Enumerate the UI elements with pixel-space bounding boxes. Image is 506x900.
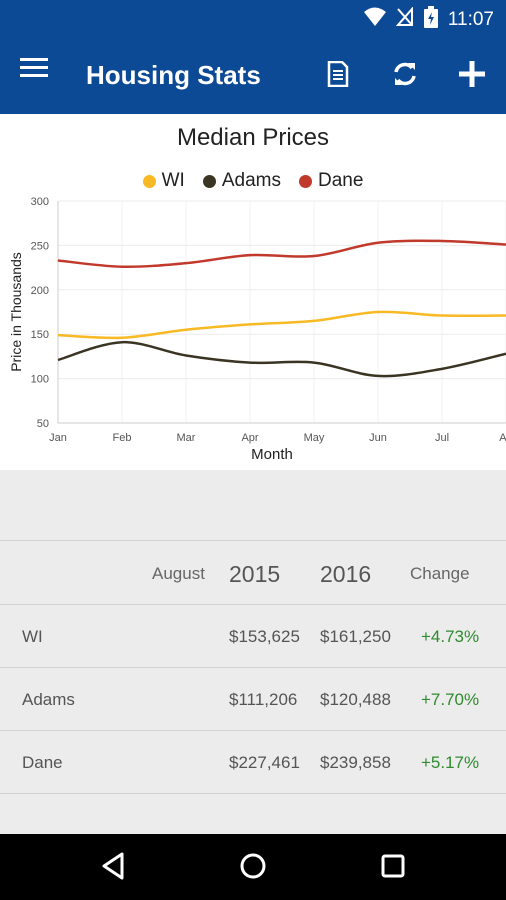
x-tick-label: May: [304, 432, 325, 444]
recents-button[interactable]: [373, 848, 413, 888]
legend-label-adams: Adams: [221, 170, 281, 191]
legend-label-wi: WI: [161, 170, 185, 191]
status-bar: 11:07: [0, 0, 506, 36]
y-tick-label: 50: [37, 418, 49, 430]
header-year-2015: 2015: [229, 561, 281, 587]
chart-legend: WI Adams Dane: [0, 170, 506, 192]
y-axis-label: Price in Thousands: [8, 252, 24, 372]
row-value-2015: $111,206: [229, 690, 298, 709]
legend-label-dane: Dane: [317, 170, 364, 191]
x-tick-label: Mar: [177, 432, 196, 444]
header-year-2016: 2016: [320, 561, 372, 587]
price-table: August 2015 2016 Change WI $153,625 $161…: [0, 470, 506, 834]
battery-charging-icon: [423, 6, 438, 33]
x-tick-label: Jun: [369, 432, 387, 444]
row-region: Dane: [22, 753, 63, 772]
home-icon: [239, 852, 267, 885]
table-divider: [0, 730, 506, 731]
row-value-2015: $227,461: [229, 753, 300, 772]
chart-title: Median Prices: [176, 124, 330, 151]
y-tick-label: 150: [31, 329, 49, 341]
status-icons: 11:07: [363, 6, 494, 33]
series-line-dane: [57, 239, 506, 269]
legend-dot-wi: [142, 174, 156, 188]
row-change: +4.73%: [421, 627, 480, 646]
row-change: +5.17%: [421, 753, 480, 772]
row-region: WI: [22, 627, 43, 646]
header-change: Change: [410, 564, 470, 583]
series-line-adams: [57, 340, 506, 378]
header-period: August: [152, 564, 205, 583]
wifi-icon: [363, 7, 386, 32]
median-prices-chart: 50 100 150 200 250 300 Jan Feb Mar Apr May Jun Jul Au…: [0, 114, 506, 470]
back-button[interactable]: [93, 848, 133, 888]
x-tick-label: Apr: [241, 432, 258, 444]
status-time: 11:07: [447, 8, 494, 30]
no-signal-icon: [395, 6, 414, 32]
x-tick-label: Feb: [113, 432, 132, 444]
add-button[interactable]: [452, 56, 492, 96]
legend-item-wi[interactable]: WI: [142, 170, 185, 192]
y-tick-label: 200: [31, 285, 49, 297]
table-divider: [0, 667, 506, 668]
row-value-2016: $120,488: [320, 690, 391, 709]
legend-item-adams[interactable]: Adams: [202, 170, 281, 192]
y-tick-label: 100: [31, 374, 49, 386]
x-tick-label: Au: [499, 432, 506, 444]
row-region: Adams: [22, 690, 75, 709]
series-line-wi: [57, 310, 506, 340]
system-nav-bar: [0, 834, 506, 900]
x-tick-label: Jan: [49, 432, 67, 444]
add-icon: [459, 60, 485, 92]
report-icon: [327, 60, 349, 92]
chart-canvas: 50 100 150 200 250 300 Jan Feb Mar Apr May Jun Jul Au…: [8, 196, 506, 463]
refresh-icon: [392, 61, 418, 92]
table-divider: [0, 793, 506, 794]
y-tick-label: 250: [31, 240, 49, 252]
report-button[interactable]: [318, 56, 358, 96]
x-axis-label: Month: [251, 446, 293, 463]
recents-icon: [380, 853, 406, 884]
back-icon: [100, 852, 126, 885]
table-divider: [0, 540, 506, 541]
app-bar: Housing Stats: [0, 36, 506, 114]
legend-dot-adams: [202, 174, 216, 188]
row-value-2015: $153,625: [229, 627, 300, 646]
row-change: +7.70%: [421, 690, 480, 709]
home-button[interactable]: [233, 848, 273, 888]
app-title: Housing Stats: [86, 60, 261, 90]
x-tick-label: Jul: [435, 432, 449, 444]
hamburger-menu-icon: [20, 58, 48, 82]
legend-dot-dane: [298, 174, 312, 188]
menu-button[interactable]: [20, 58, 58, 92]
y-tick-label: 300: [31, 196, 49, 208]
refresh-button[interactable]: [385, 56, 425, 96]
table-divider: [0, 604, 506, 605]
row-value-2016: $161,250: [320, 627, 391, 646]
legend-item-dane[interactable]: Dane: [298, 170, 364, 192]
row-value-2016: $239,858: [320, 753, 391, 772]
